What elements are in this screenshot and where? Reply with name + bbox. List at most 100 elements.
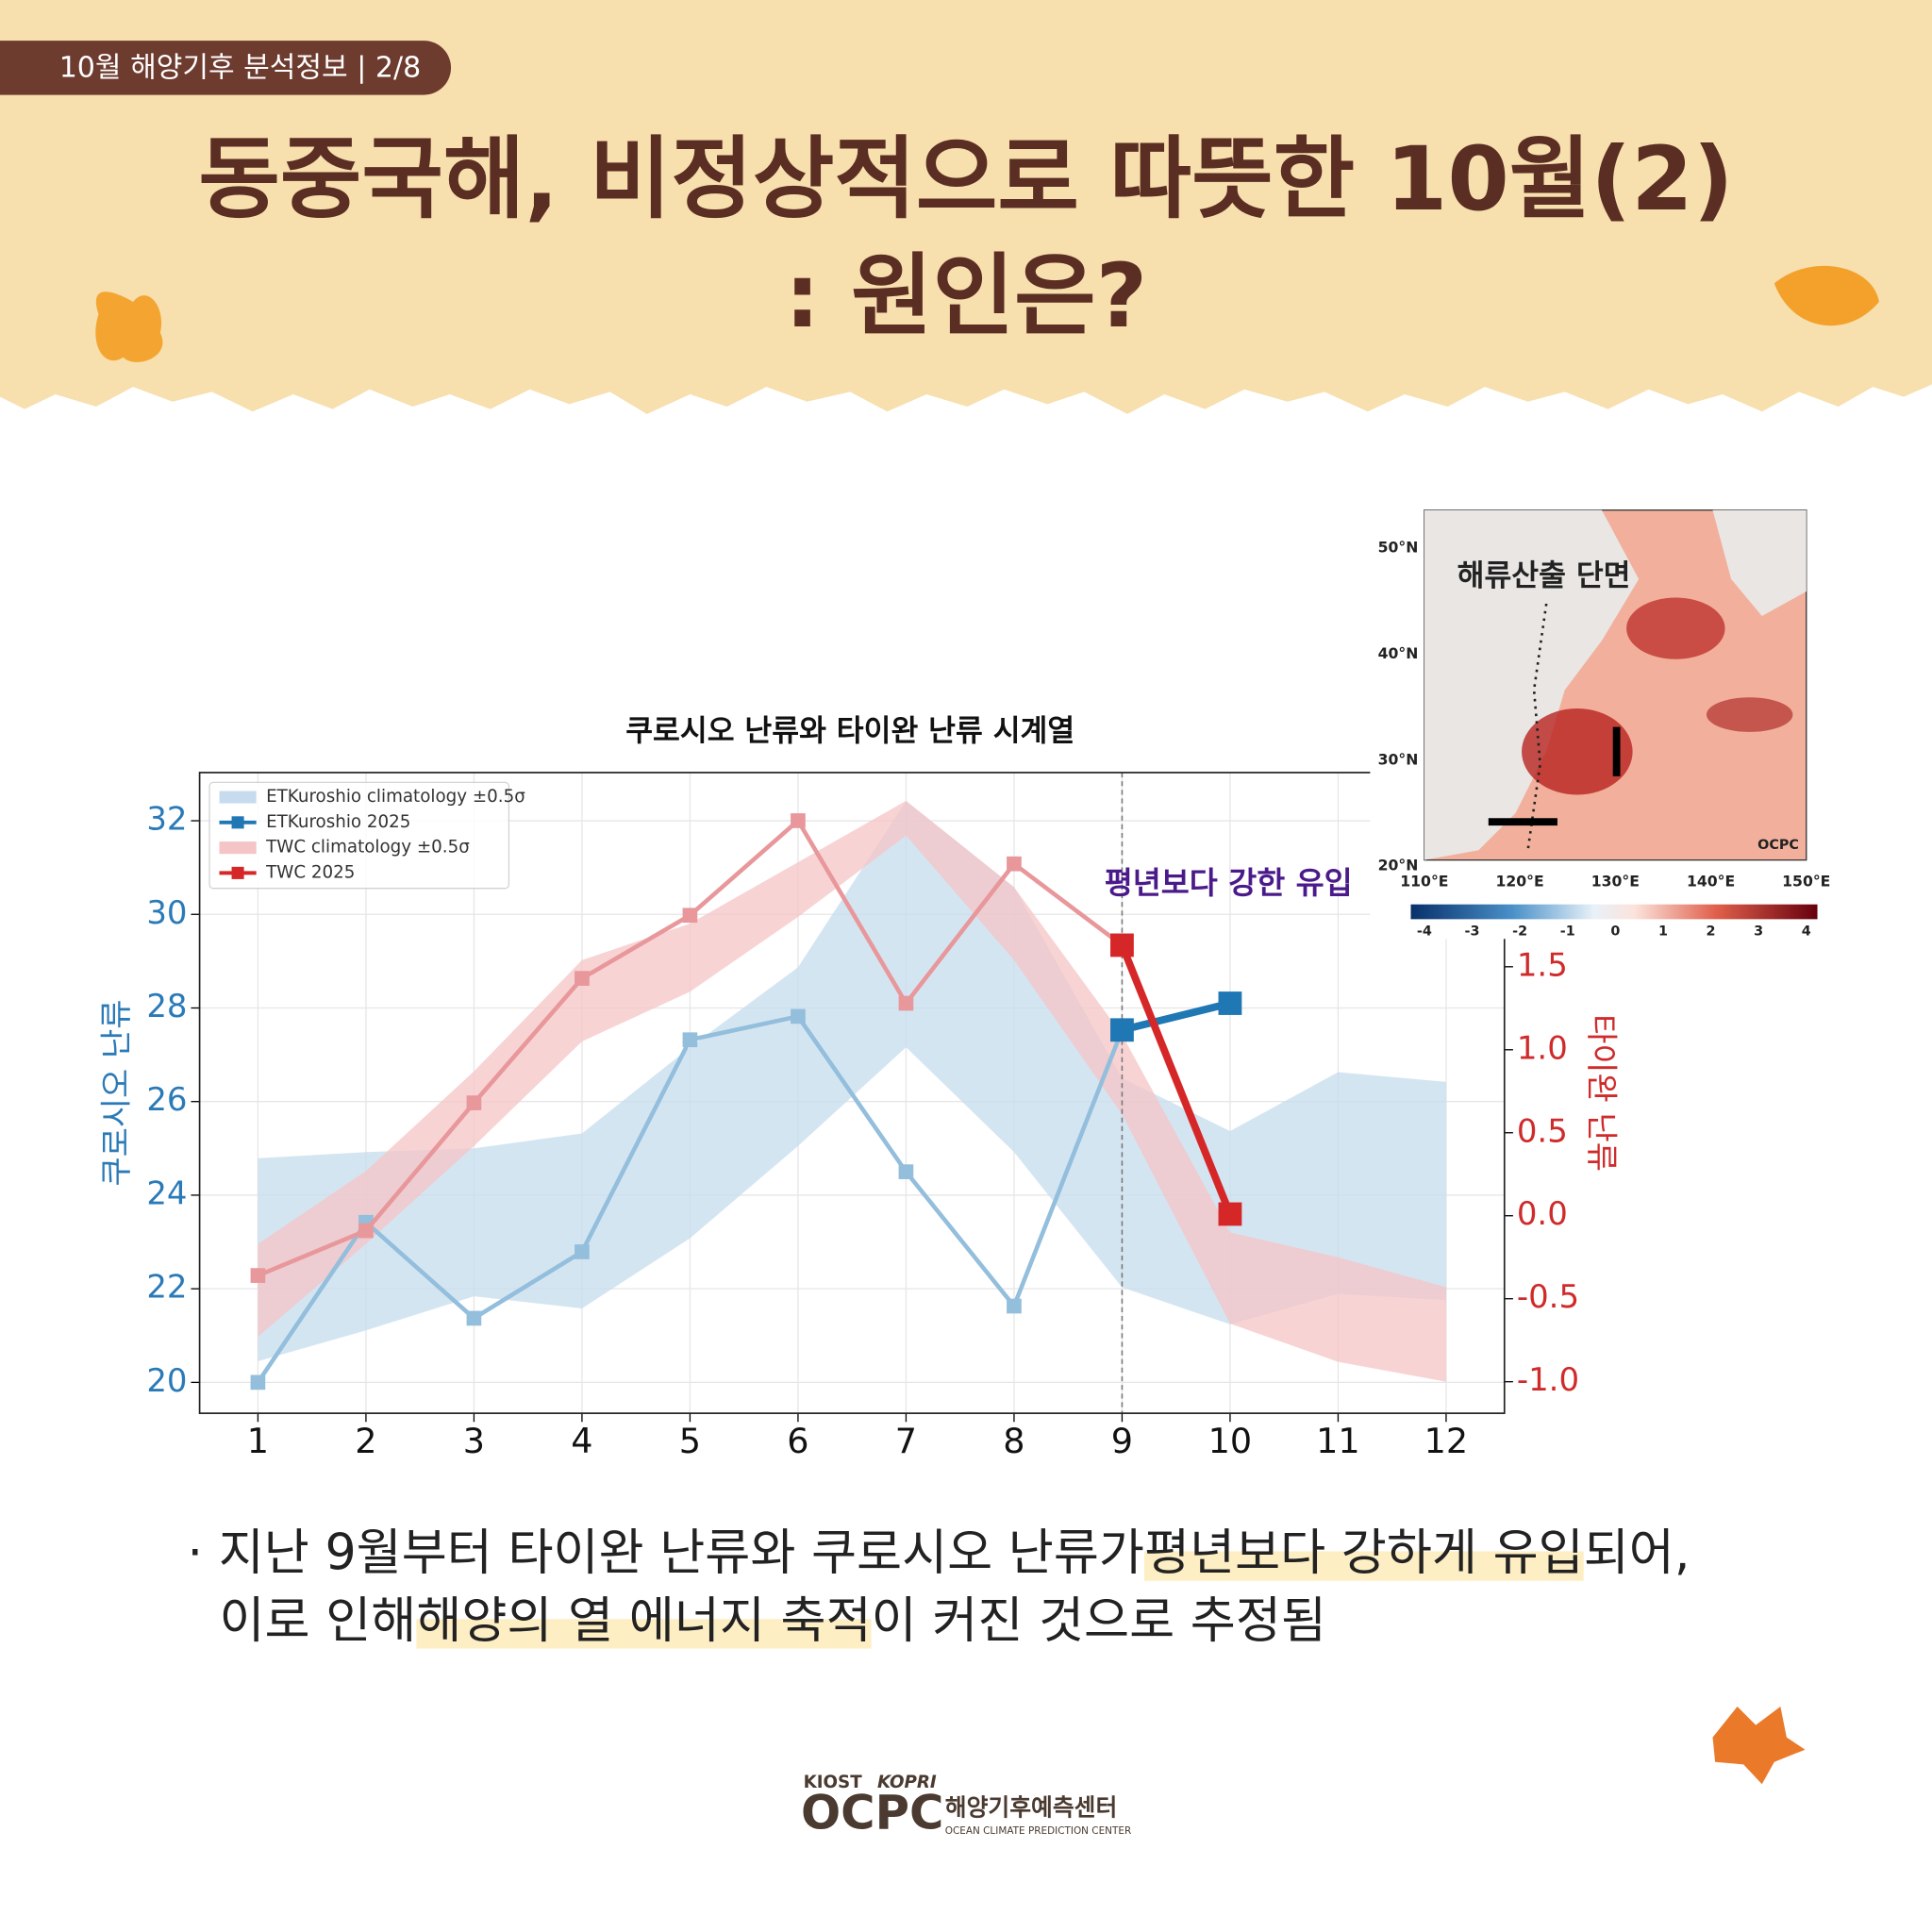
x-tick-label: 9 — [1111, 1421, 1133, 1461]
legend-marker — [231, 816, 244, 829]
marker — [898, 995, 914, 1011]
highlight — [416, 1619, 872, 1649]
marker — [466, 1310, 482, 1326]
legend-swatch — [219, 841, 257, 855]
body-text: 이로 인해 — [219, 1592, 416, 1649]
colorbar-tick-label: -3 — [1465, 924, 1480, 939]
marker — [682, 1032, 698, 1048]
x-tick-label: 5 — [679, 1421, 701, 1461]
marker — [1110, 1018, 1134, 1042]
legend-label: ETKuroshio climatology ±0.5σ — [266, 787, 525, 807]
colorbar-tick-label: -2 — [1512, 924, 1527, 939]
legend-marker — [231, 866, 244, 879]
x-tick-label: 8 — [1003, 1421, 1024, 1461]
series-line — [1118, 943, 1234, 1216]
highlight — [1143, 1551, 1584, 1581]
y2-tick-label: -0.5 — [1517, 1278, 1579, 1316]
badge — [0, 41, 452, 95]
partner-logo: KIOST — [804, 1773, 863, 1792]
plot-frame — [198, 772, 1506, 1414]
lon-label: 140°E — [1687, 873, 1735, 891]
series-line — [1121, 999, 1231, 1034]
lat-label: 50°N — [1378, 539, 1419, 557]
lon-label: 150°E — [1782, 873, 1830, 891]
y-tick-label: 20 — [146, 1362, 187, 1400]
colorbar-tick-label: 4 — [1802, 924, 1811, 939]
body-text: 해양의 열 에너지 축적 — [416, 1592, 871, 1649]
lat-label: 40°N — [1378, 644, 1419, 662]
marker — [466, 1095, 482, 1110]
y2-axis-label: 타이완 난류 — [1582, 1014, 1620, 1172]
y2-tick-label: 0.0 — [1517, 1195, 1568, 1233]
header-background — [0, 0, 1932, 414]
lon-label: 130°E — [1591, 873, 1640, 891]
lat-label: 20°N — [1378, 857, 1419, 874]
marker — [250, 1374, 266, 1391]
marker — [791, 813, 806, 828]
map-anomaly — [1626, 597, 1725, 659]
annotation: 평년보다 강한 유입 — [1105, 865, 1353, 901]
badge-text: 10월 해양기후 분석정보 | 2/8 — [59, 52, 422, 85]
lon-label: 120°E — [1495, 873, 1543, 891]
legend-swatch — [219, 791, 257, 804]
map-anomaly — [1522, 708, 1633, 795]
marker — [358, 1223, 374, 1239]
climatology-band — [258, 801, 1446, 1362]
marker — [1218, 1202, 1242, 1226]
y-tick-label: 22 — [146, 1269, 187, 1307]
colorbar — [1410, 904, 1818, 920]
x-tick-label: 10 — [1208, 1421, 1253, 1461]
x-tick-label: 7 — [895, 1421, 917, 1461]
marker — [250, 1268, 266, 1283]
logo: OCPC — [801, 1786, 943, 1840]
marker — [1007, 1298, 1022, 1314]
x-tick-label: 12 — [1424, 1421, 1469, 1461]
y2-tick-label: 1.0 — [1517, 1029, 1568, 1067]
y-tick-label: 24 — [146, 1174, 187, 1212]
y-tick-label: 26 — [146, 1081, 187, 1119]
chart-title: 쿠로시오 난류와 타이완 난류 시계열 — [625, 714, 1074, 748]
lat-label: 30°N — [1378, 750, 1419, 768]
lon-label: 110°E — [1400, 873, 1448, 891]
legend-box — [208, 781, 510, 890]
colorbar-tick-label: 2 — [1707, 924, 1716, 939]
body-text: · 지난 9월부터 타이완 난류와 쿠로시오 난류가 — [188, 1525, 1144, 1582]
colorbar-tick-label: 1 — [1658, 924, 1668, 939]
x-tick-label: 3 — [463, 1421, 485, 1461]
body-text: 이 커진 것으로 추정됨 — [872, 1592, 1326, 1649]
legend-label: ETKuroshio 2025 — [266, 812, 410, 832]
y-tick-label: 30 — [146, 894, 187, 932]
colorbar-tick-label: 0 — [1610, 924, 1620, 939]
map-label: 해류산출 단면 — [1457, 558, 1631, 592]
y2-tick-label: 0.5 — [1517, 1112, 1568, 1150]
marker — [575, 971, 590, 986]
map-watermark: OCPC — [1757, 838, 1799, 853]
map-land — [1424, 509, 1640, 860]
colorbar-tick-label: -4 — [1417, 924, 1432, 939]
page-title: 동중국해, 비정상적으로 따뜻한 10월(2) — [198, 128, 1733, 231]
page-title: : 원인은? — [785, 245, 1147, 348]
legend-label: TWC 2025 — [265, 862, 355, 882]
colorbar-tick-label: -1 — [1560, 924, 1575, 939]
marker — [1110, 933, 1134, 958]
map-anomaly — [1706, 697, 1793, 732]
y-axis-label: 쿠로시오 난류 — [98, 999, 136, 1186]
legend-label: TWC climatology ±0.5σ — [265, 838, 470, 858]
footer-logo: KIOST KOPRI OCPC 해양기후예측센터 OCEAN CLIMATE … — [801, 1773, 1131, 1840]
marker — [1218, 991, 1242, 1015]
x-tick-label: 4 — [571, 1421, 592, 1461]
y2-tick-label: 1.5 — [1517, 946, 1568, 984]
center-name-en: OCEAN CLIMATE PREDICTION CENTER — [945, 1825, 1131, 1837]
marker — [898, 1164, 914, 1179]
colorbar-tick-label: 3 — [1754, 924, 1763, 939]
marker — [1007, 856, 1022, 872]
x-tick-label: 2 — [355, 1421, 376, 1461]
marker — [791, 1008, 806, 1024]
body-text: 평년보다 강하게 유입 — [1144, 1525, 1584, 1582]
x-tick-label: 6 — [787, 1421, 808, 1461]
y-tick-label: 28 — [146, 988, 187, 1025]
partner-logo: KOPRI — [877, 1773, 937, 1792]
